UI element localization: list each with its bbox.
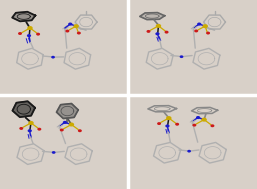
Circle shape (60, 129, 64, 132)
Circle shape (78, 129, 82, 132)
Circle shape (27, 129, 32, 132)
Circle shape (164, 31, 169, 34)
Circle shape (27, 26, 33, 30)
Circle shape (201, 118, 207, 122)
Circle shape (146, 30, 151, 33)
Circle shape (28, 121, 34, 125)
Circle shape (52, 151, 56, 154)
Circle shape (18, 32, 22, 35)
Circle shape (206, 32, 210, 35)
Circle shape (65, 29, 69, 33)
Circle shape (187, 150, 191, 153)
Circle shape (210, 124, 214, 127)
Circle shape (192, 124, 196, 127)
Polygon shape (13, 101, 35, 117)
Circle shape (165, 124, 170, 128)
Circle shape (63, 121, 67, 124)
Circle shape (166, 116, 171, 120)
Circle shape (180, 55, 183, 58)
Circle shape (175, 123, 179, 126)
Circle shape (155, 32, 160, 35)
Polygon shape (57, 104, 78, 119)
Polygon shape (12, 12, 35, 21)
Circle shape (156, 24, 161, 28)
Circle shape (73, 24, 79, 28)
Polygon shape (140, 13, 165, 20)
Circle shape (37, 128, 41, 131)
Circle shape (197, 22, 201, 26)
Circle shape (196, 116, 200, 119)
Circle shape (69, 122, 74, 126)
Circle shape (51, 56, 55, 59)
Circle shape (203, 24, 208, 28)
Circle shape (36, 33, 40, 36)
Circle shape (27, 34, 31, 37)
Circle shape (19, 127, 23, 130)
Circle shape (77, 32, 81, 35)
Circle shape (157, 122, 161, 125)
Circle shape (194, 29, 198, 33)
Circle shape (68, 22, 72, 26)
